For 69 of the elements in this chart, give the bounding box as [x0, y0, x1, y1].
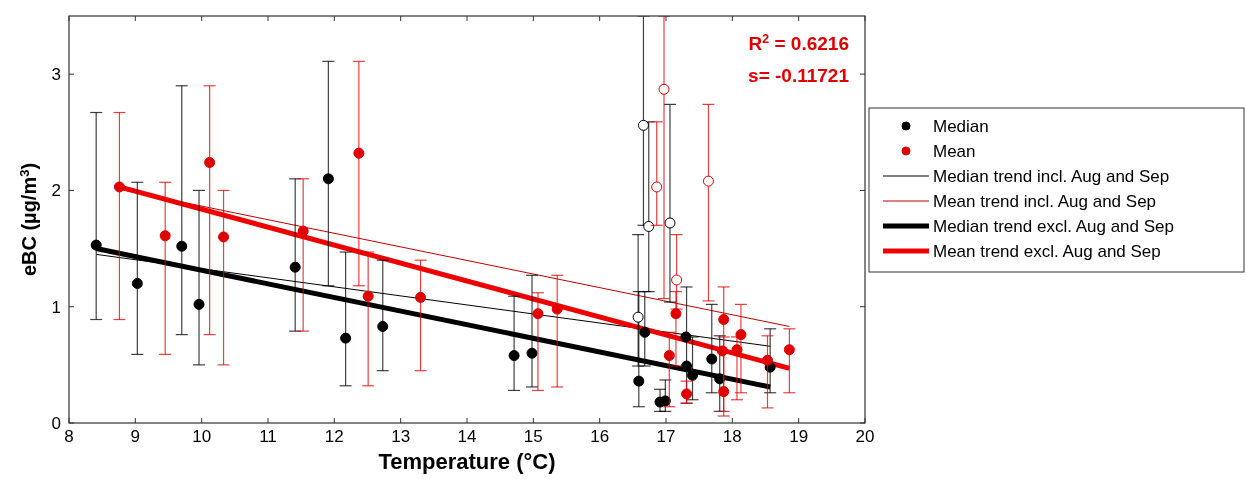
point — [658, 83, 670, 95]
point — [637, 119, 649, 131]
y-tick-label: 0 — [51, 414, 61, 433]
point — [783, 344, 795, 356]
x-tick-label: 16 — [590, 427, 610, 446]
point — [218, 231, 230, 243]
point — [193, 298, 205, 310]
point — [702, 175, 714, 187]
annotation: s= -0.11721 — [748, 65, 850, 86]
point — [731, 344, 743, 356]
x-tick-label: 10 — [192, 427, 212, 446]
x-tick-label: 11 — [259, 427, 277, 446]
point — [159, 230, 171, 242]
point — [377, 320, 389, 332]
point — [643, 220, 655, 232]
y-tick-label: 2 — [51, 181, 61, 201]
point — [322, 173, 334, 185]
point — [297, 225, 309, 237]
point — [663, 350, 675, 362]
x-tick-label: 8 — [64, 427, 74, 446]
x-tick-label: 20 — [855, 427, 875, 446]
x-tick-label: 14 — [457, 427, 477, 446]
point — [532, 308, 544, 320]
y-tick-label: 1 — [51, 297, 61, 317]
point — [551, 303, 563, 315]
point — [716, 345, 728, 357]
point — [761, 354, 773, 366]
point — [633, 375, 645, 387]
x-tick-label: 19 — [789, 427, 809, 446]
x-axis-title: Temperature (°C) — [378, 449, 556, 474]
point — [90, 239, 102, 251]
x-tick-label: 15 — [523, 427, 543, 446]
point — [681, 388, 693, 400]
legend-label: Median trend excl. Aug and Sep — [933, 217, 1174, 236]
point — [632, 311, 644, 323]
point — [671, 274, 683, 286]
legend-label: Median trend incl. Aug and Sep — [933, 167, 1170, 186]
point — [289, 261, 301, 273]
y-tick-label: 3 — [51, 65, 61, 85]
legend-label: Median — [933, 117, 989, 136]
x-tick-label: 13 — [391, 427, 411, 446]
point — [131, 277, 143, 289]
point — [526, 347, 538, 359]
annotation: R$^{2}$ = 0.6216 — [748, 32, 849, 54]
point — [204, 157, 216, 169]
x-tick-label: 17 — [656, 427, 676, 446]
point — [735, 329, 747, 341]
point — [508, 350, 520, 362]
point — [706, 353, 718, 365]
legend-label: Mean trend incl. Aug and Sep — [933, 192, 1157, 211]
point — [176, 240, 188, 252]
point — [353, 147, 365, 159]
point — [714, 373, 726, 385]
legend-label: Mean — [933, 142, 976, 161]
point — [415, 291, 427, 303]
point — [664, 217, 676, 229]
x-tick-label: 9 — [130, 427, 141, 446]
point — [651, 181, 663, 193]
point — [718, 314, 730, 326]
point — [670, 308, 682, 320]
point — [639, 326, 651, 338]
point — [718, 386, 730, 398]
point — [113, 181, 125, 193]
point — [680, 331, 692, 343]
x-tick-label: 18 — [722, 427, 742, 446]
x-tick-label: 12 — [324, 427, 344, 446]
legend-label: Mean trend excl. Aug and Sep — [933, 242, 1161, 261]
point — [362, 290, 374, 302]
point — [340, 332, 352, 344]
